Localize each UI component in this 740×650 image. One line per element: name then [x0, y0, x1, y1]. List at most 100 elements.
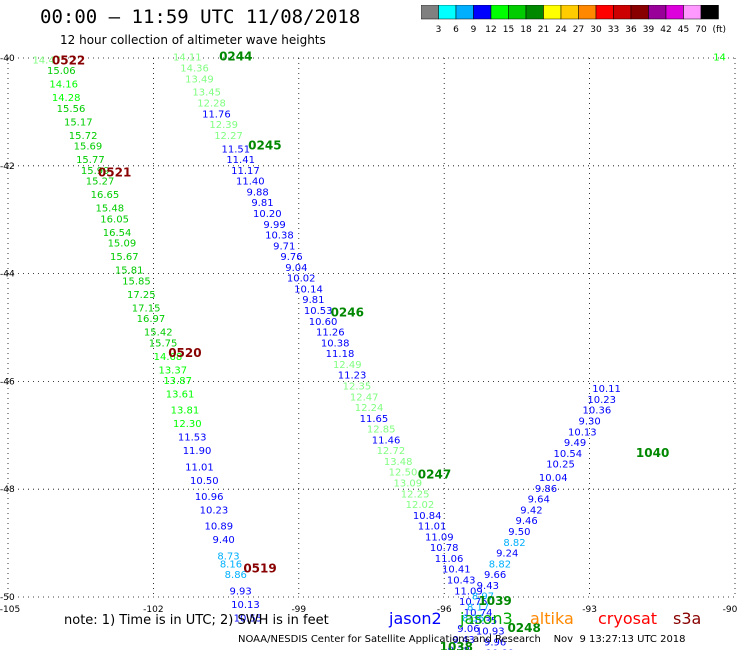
wave-height-value: 15.27 — [86, 177, 115, 188]
wave-height-value: 15.48 — [95, 204, 124, 215]
wave-height-value: 10.75 — [459, 597, 488, 608]
wave-height-value: 8.36 — [462, 613, 484, 624]
wave-height-value: 16.65 — [91, 190, 120, 201]
wave-height-value: 15.77 — [76, 155, 105, 166]
wave-height-value: 10.89 — [205, 522, 234, 533]
wave-height-value: 9.81 — [302, 295, 324, 306]
wave-height-value: 10.11 — [592, 384, 621, 395]
wave-height-value: 12.30 — [173, 419, 202, 430]
pass-time-label: 0245 — [248, 139, 281, 153]
wave-height-value: 14.36 — [180, 63, 209, 74]
wave-height-value: 15.99 — [81, 166, 110, 177]
wave-height-value: 10.14 — [294, 284, 323, 295]
wave-height-value: 11.06 — [435, 554, 464, 565]
wave-height-value: 12.47 — [350, 392, 379, 403]
map-title: 00:00 – 11:59 UTC 11/08/2018 — [40, 6, 361, 28]
wave-height-value: 13.09 — [394, 479, 423, 490]
wave-height-value: 11.18 — [326, 349, 355, 360]
wave-height-value: 9.49 — [564, 438, 586, 449]
wave-height-value: 15.09 — [108, 239, 137, 250]
wave-height-value: 10.41 — [442, 565, 471, 576]
wave-height-value: 10.36 — [583, 406, 612, 417]
wave-height-value: 12.49 — [333, 360, 362, 371]
y-tick-label: -46 — [0, 377, 15, 387]
wave-height-value: 9.81 — [251, 198, 273, 209]
color-scale: 3 6 9 12 15 18 21 24 27 30 33 36 39 42 45 70 (ft) — [421, 5, 726, 35]
wave-height-value: 9.64 — [528, 495, 550, 506]
wave-height-value: 11.01 — [185, 462, 214, 473]
wave-height-value: 10.20 — [253, 209, 282, 220]
pass-time-label: 0519 — [243, 562, 276, 576]
wave-height-value: 11.09 — [454, 586, 483, 597]
scale-tick-label: 12 — [485, 25, 496, 35]
wave-height-value: 16.05 — [100, 214, 129, 225]
wave-height-value: 11.76 — [202, 109, 231, 120]
pass-time-label: 0520 — [168, 346, 201, 360]
wave-height-value: 10.04 — [539, 473, 568, 484]
wave-height-value: 9.43 — [477, 581, 499, 592]
scale-tick-label: 27 — [573, 25, 584, 35]
footer-note: note: 1) Time is in UTC; 2) SWH is in fe… — [64, 613, 329, 628]
wave-height-value: 15.69 — [74, 142, 103, 153]
wave-height-value: 9.46 — [515, 516, 537, 527]
scale-swatch — [700, 5, 719, 20]
wave-height-value: 11.17 — [231, 166, 260, 177]
scale-tick-label: 42 — [660, 25, 671, 35]
wave-height-value: 13.49 — [185, 74, 214, 85]
scale-tick-label: 21 — [538, 25, 549, 35]
x-tick-label: -102 — [143, 605, 163, 615]
wave-height-value: 12.02 — [406, 500, 435, 511]
wave-height-value: 8.16 — [220, 559, 242, 570]
credit-line: NOAA/NESDIS Center for Satellite Applica… — [238, 634, 686, 645]
wave-height-value: 9.50 — [508, 527, 530, 538]
wave-height-value: 10.55 — [234, 613, 263, 624]
wave-height-value: 9.04 — [285, 263, 307, 274]
wave-height-value: 14 — [713, 53, 726, 64]
scale-tick-label: 15 — [503, 25, 514, 35]
y-tick-label: -48 — [0, 485, 15, 495]
legend-jason2: jason2 — [389, 609, 442, 628]
wave-height-value: 9.66 — [484, 570, 506, 581]
wave-height-value: 10.93 — [476, 627, 505, 638]
wave-height-value: 10.38 — [321, 338, 350, 349]
wave-height-value: 9.42 — [520, 505, 542, 516]
wave-height-value: 10.35 — [469, 616, 498, 627]
scale-tick-label: 9 — [471, 25, 477, 35]
wave-height-value: 12.25 — [401, 489, 430, 500]
wave-height-value: 12.39 — [209, 120, 238, 131]
wave-height-value: 13.45 — [192, 88, 221, 99]
pass-time-label: 0522 — [52, 53, 85, 67]
scale-tick-label: 39 — [643, 25, 655, 35]
y-tick-label: -40 — [0, 54, 15, 64]
wave-height-value: 12.72 — [377, 446, 406, 457]
wave-height-value: 11.51 — [221, 144, 250, 155]
wave-height-value: 10.60 — [309, 317, 338, 328]
wave-height-value: 13.61 — [166, 390, 195, 401]
wave-height-value: 15.75 — [149, 338, 178, 349]
wave-height-value: 14.16 — [49, 80, 78, 91]
wave-height-value: 9.88 — [246, 187, 268, 198]
wave-height-value: 9.99 — [263, 220, 285, 231]
scale-tick-label: 3 — [436, 25, 442, 35]
wave-height-value: 15.17 — [64, 117, 93, 128]
y-tick-label: -44 — [0, 270, 15, 280]
wave-height-value: 11.41 — [226, 155, 255, 166]
wave-height-value: 11.65 — [360, 414, 389, 425]
wave-height-value: 10.23 — [587, 395, 616, 406]
wave-height-value: 15.85 — [122, 276, 151, 287]
wave-height-value: 9.71 — [273, 241, 295, 252]
legend-altika: altika — [530, 609, 574, 628]
map-subtitle: 12 hour collection of altimeter wave hei… — [60, 33, 326, 47]
wave-height-value: 9.86 — [535, 484, 557, 495]
wave-height-value: 10.50 — [190, 476, 219, 487]
scale-tick-label: 6 — [453, 25, 459, 35]
wave-height-value: 17.25 — [127, 290, 156, 301]
scale-tick-label: 18 — [520, 25, 532, 35]
pass-time-label: 1038 — [440, 640, 473, 650]
wave-height-value: 9.38 — [448, 646, 470, 650]
pass-time-label: 0521 — [98, 166, 131, 180]
y-tick-label: -50 — [0, 593, 15, 603]
wave-height-value: 17.15 — [132, 303, 161, 314]
wave-height-value: 10.23 — [200, 505, 229, 516]
